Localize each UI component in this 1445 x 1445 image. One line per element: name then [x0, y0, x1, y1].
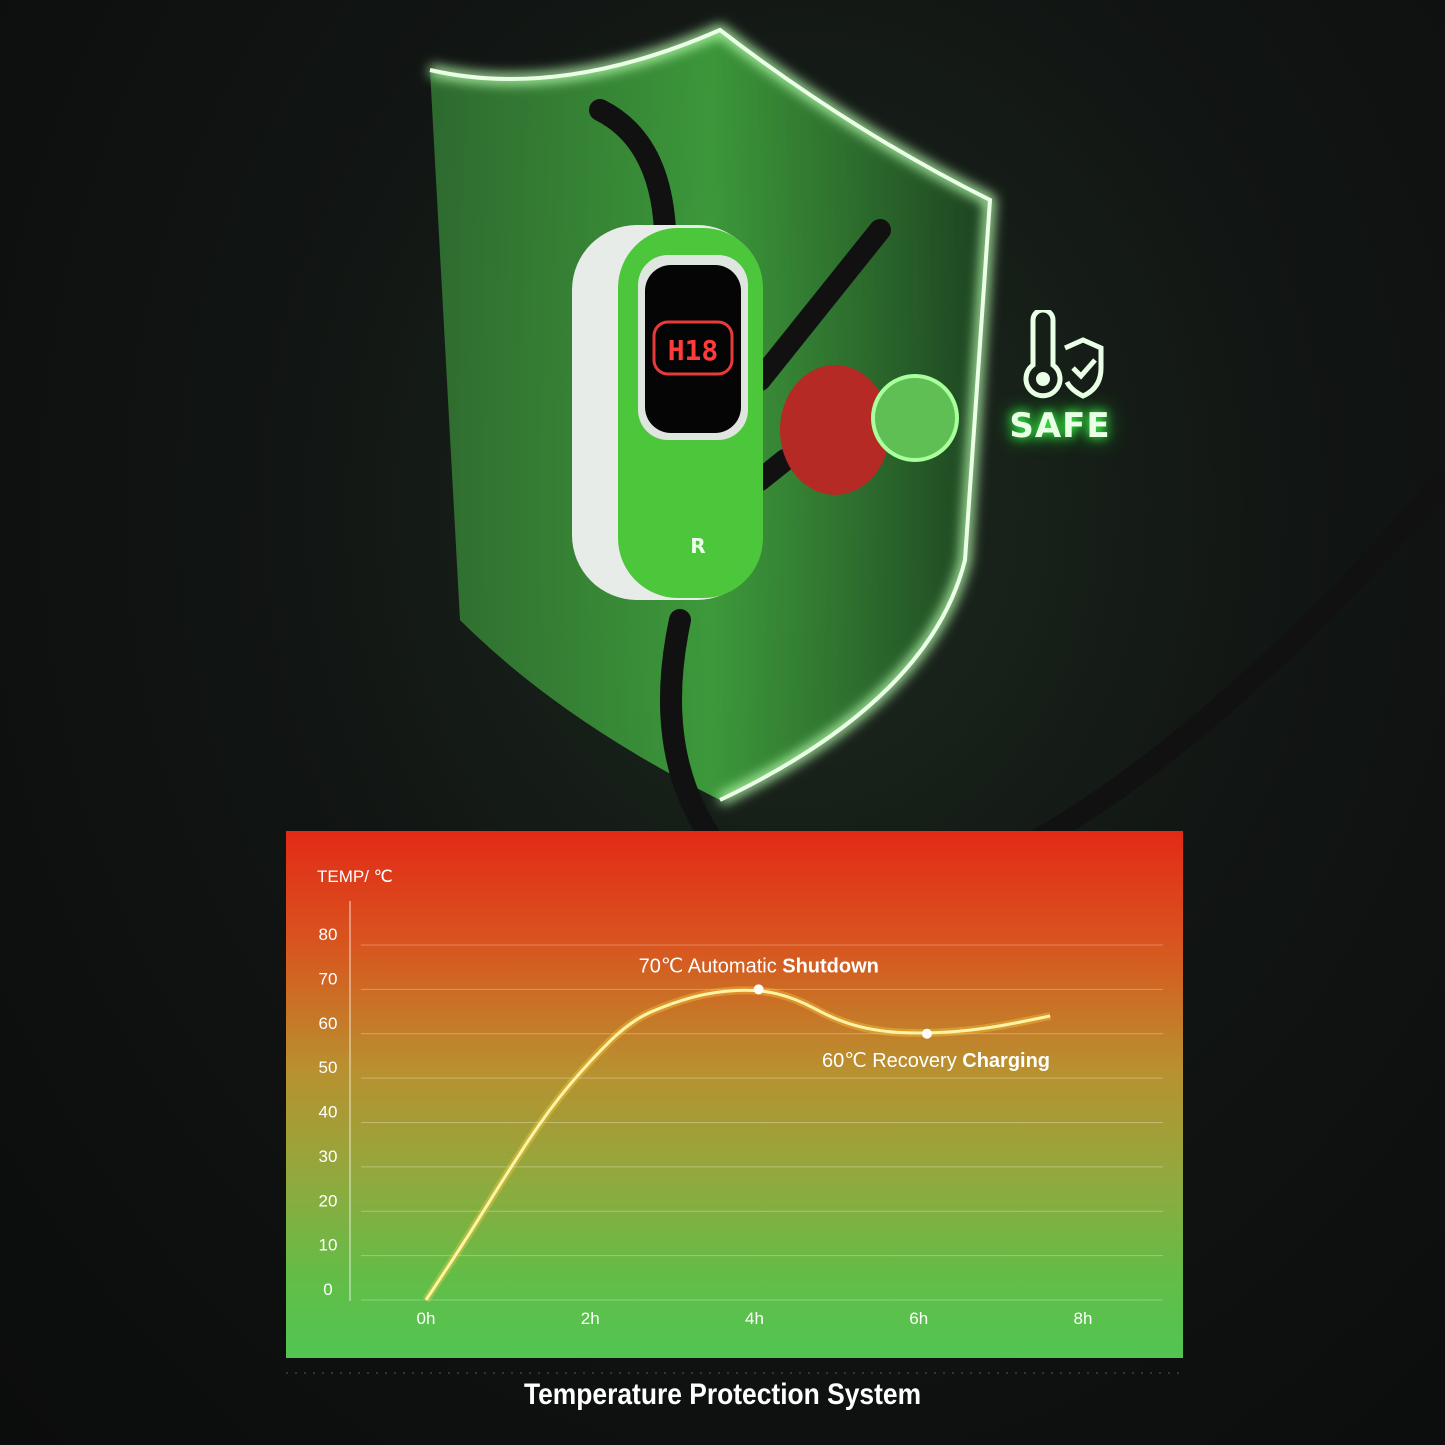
brand-logo: R	[690, 534, 705, 558]
annotation-value: 70℃	[639, 955, 688, 977]
safe-badge: SAFE	[1005, 307, 1115, 446]
annotation-value: 60℃	[822, 1050, 872, 1072]
charger-display-text: H18	[668, 334, 719, 367]
chart-canvas: TEMP/ ℃ 0 10 20 30 40 50 60 70 80 0h 2h 4h 6h 8h 70℃…	[317, 867, 1163, 1328]
y-tick-label: 20	[319, 1191, 338, 1210]
x-tick-label: 8h	[1074, 1309, 1093, 1328]
ev-charger-control-box: H18 R	[572, 225, 763, 600]
page-title: Temperature Protection System	[523, 1378, 922, 1411]
thermometer-shield-check-icon	[1023, 307, 1104, 399]
safe-label: SAFE	[1009, 406, 1111, 446]
annotation-text: Automatic	[688, 955, 782, 977]
x-tick-label: 2h	[581, 1309, 600, 1328]
annotation-bold-text: Shutdown	[782, 955, 879, 977]
x-tick-label: 0h	[417, 1309, 436, 1328]
y-tick-label: 80	[319, 925, 338, 944]
x-tick-label: 6h	[909, 1309, 928, 1328]
y-tick-label: 30	[319, 1147, 338, 1166]
y-tick-label: 50	[319, 1058, 338, 1077]
divider-dots	[286, 1372, 1183, 1374]
annotation-point	[921, 1028, 932, 1039]
annotation-text: Recovery	[872, 1050, 962, 1072]
red-industrial-plug	[780, 365, 959, 495]
y-tick-label: 10	[319, 1236, 338, 1255]
annotation-label: 60℃ Recovery Charging	[822, 1050, 1050, 1072]
y-tick-label: 70	[319, 969, 338, 988]
y-tick-label: 0	[323, 1280, 332, 1299]
y-tick-label: 60	[319, 1014, 338, 1033]
series-line-glow	[422, 986, 1051, 1303]
y-tick-label: 40	[319, 1103, 338, 1122]
y-axis-label: TEMP/ ℃	[317, 867, 393, 886]
annotation-label: 70℃ Automatic Shutdown	[639, 955, 879, 977]
annotation-point	[753, 984, 764, 995]
series-line	[424, 988, 1051, 1301]
annotation-bold-text: Charging	[962, 1050, 1050, 1072]
x-tick-label: 4h	[745, 1309, 764, 1328]
temperature-chart: TEMP/ ℃ 0 10 20 30 40 50 60 70 80 0h 2h 4h 6h 8h 70℃…	[286, 831, 1183, 1358]
